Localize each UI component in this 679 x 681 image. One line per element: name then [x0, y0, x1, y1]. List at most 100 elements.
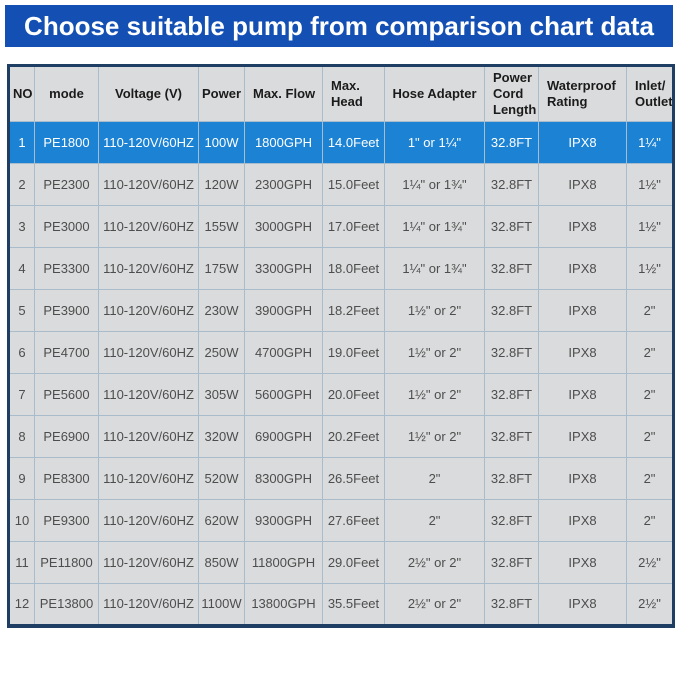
table-row: 1 PE1800 110-120V/60HZ 100W 1800GPH 14.0Feet 1… [8, 121, 674, 164]
table-cell: 110-120V/60HZ [98, 415, 199, 458]
table-cell: IPX8 [538, 163, 627, 206]
table-cell: 11800GPH [244, 541, 323, 584]
table-cell: 2" [384, 499, 485, 542]
table-cell: 32.8FT [484, 163, 539, 206]
table-cell: 9300GPH [244, 499, 323, 542]
table-cell: 8300GPH [244, 457, 323, 500]
table-cell: 18.2Feet [322, 289, 385, 332]
table-cell: IPX8 [538, 373, 627, 416]
table-row: 9 PE8300 110-120V/60HZ 520W 8300GPH 26.5Feet 2… [8, 457, 674, 500]
table-cell: 29.0Feet [322, 541, 385, 584]
table-cell: 6 [8, 331, 35, 374]
table-cell: 2½" [626, 541, 674, 584]
table-cell: 2½" [626, 583, 674, 626]
table-cell: 120W [198, 163, 245, 206]
table-cell: 110-120V/60HZ [98, 289, 199, 332]
table-cell: 11 [8, 541, 35, 584]
table-cell: 20.0Feet [322, 373, 385, 416]
table-cell: 3900GPH [244, 289, 323, 332]
table-cell: PE3300 [34, 247, 99, 290]
table-cell: 110-120V/60HZ [98, 541, 199, 584]
table-cell: 1800GPH [244, 121, 323, 164]
table-row: 8 PE6900 110-120V/60HZ 320W 6900GPH 20.2Feet 1… [8, 415, 674, 458]
table-cell: 230W [198, 289, 245, 332]
table-cell: 27.6Feet [322, 499, 385, 542]
table-cell: 3 [8, 205, 35, 248]
table-cell: 26.5Feet [322, 457, 385, 500]
table-cell: 19.0Feet [322, 331, 385, 374]
table-cell: PE1800 [34, 121, 99, 164]
table-cell: 32.8FT [484, 205, 539, 248]
table-cell: 110-120V/60HZ [98, 373, 199, 416]
table-cell: 1¼" or 1¾" [384, 163, 485, 206]
table-cell: PE3900 [34, 289, 99, 332]
column-header-hose-adapter: Hose Adapter [384, 65, 485, 122]
header-row: NO mode Voltage (V) Power Max. Flow Max.… [8, 65, 674, 122]
table-cell: 14.0Feet [322, 121, 385, 164]
table-row: 12 PE13800 110-120V/60HZ 1100W 13800GPH 35.5F… [8, 583, 674, 626]
table-cell: 15.0Feet [322, 163, 385, 206]
table-cell: IPX8 [538, 457, 627, 500]
table-cell: 32.8FT [484, 247, 539, 290]
table-cell: PE11800 [34, 541, 99, 584]
table-cell: 110-120V/60HZ [98, 205, 199, 248]
table-cell: 155W [198, 205, 245, 248]
table-cell: PE5600 [34, 373, 99, 416]
table-cell: 2" [626, 373, 674, 416]
table-cell: 12 [8, 583, 35, 626]
table-cell: 2 [8, 163, 35, 206]
table-cell: 32.8FT [484, 583, 539, 626]
table-cell: 175W [198, 247, 245, 290]
table-cell: PE9300 [34, 499, 99, 542]
table-cell: 250W [198, 331, 245, 374]
table-cell: PE4700 [34, 331, 99, 374]
table-cell: 1½" or 2" [384, 331, 485, 374]
table-cell: 110-120V/60HZ [98, 121, 199, 164]
table-cell: 320W [198, 415, 245, 458]
table-row: 10 PE9300 110-120V/60HZ 620W 9300GPH 27.6Feet… [8, 499, 674, 542]
table-cell: 13800GPH [244, 583, 323, 626]
table-cell: 305W [198, 373, 245, 416]
table-cell: 1¼" [626, 121, 674, 164]
table-cell: 2300GPH [244, 163, 323, 206]
table-cell: 110-120V/60HZ [98, 499, 199, 542]
table-cell: 18.0Feet [322, 247, 385, 290]
table-cell: 20.2Feet [322, 415, 385, 458]
table-row: 2 PE2300 110-120V/60HZ 120W 2300GPH 15.0Feet 1… [8, 163, 674, 206]
table-cell: 3300GPH [244, 247, 323, 290]
column-header-voltage: Voltage (V) [98, 65, 199, 122]
table-cell: IPX8 [538, 289, 627, 332]
table-cell: 5600GPH [244, 373, 323, 416]
column-header-inlet-outlet: Inlet/ Outlet [626, 65, 674, 122]
table-cell: 2½" or 2" [384, 541, 485, 584]
table-cell: 110-120V/60HZ [98, 457, 199, 500]
table-cell: IPX8 [538, 583, 627, 626]
table-cell: 32.8FT [484, 373, 539, 416]
table-cell: 110-120V/60HZ [98, 331, 199, 374]
table-cell: 1½" or 2" [384, 373, 485, 416]
table-cell: 8 [8, 415, 35, 458]
table-cell: 1½" [626, 163, 674, 206]
table-cell: 32.8FT [484, 541, 539, 584]
table-cell: 32.8FT [484, 289, 539, 332]
table-cell: 2" [626, 415, 674, 458]
page-title: Choose suitable pump from comparison cha… [5, 5, 673, 47]
table-cell: 10 [8, 499, 35, 542]
table-cell: 2" [626, 457, 674, 500]
table-cell: 17.0Feet [322, 205, 385, 248]
table-cell: 2" [626, 499, 674, 542]
table-cell: 32.8FT [484, 499, 539, 542]
table-cell: IPX8 [538, 205, 627, 248]
table-cell: IPX8 [538, 541, 627, 584]
table-cell: 1½" or 2" [384, 415, 485, 458]
table-body: 1 PE1800 110-120V/60HZ 100W 1800GPH 14.0Feet 1… [8, 121, 674, 626]
table-cell: 520W [198, 457, 245, 500]
table-cell: PE2300 [34, 163, 99, 206]
table-cell: 32.8FT [484, 121, 539, 164]
table-cell: 4 [8, 247, 35, 290]
page: Choose suitable pump from comparison cha… [0, 5, 679, 628]
table-row: 11 PE11800 110-120V/60HZ 850W 11800GPH 29.0Fe… [8, 541, 674, 584]
table-cell: PE3000 [34, 205, 99, 248]
table-cell: 110-120V/60HZ [98, 247, 199, 290]
table-cell: PE8300 [34, 457, 99, 500]
